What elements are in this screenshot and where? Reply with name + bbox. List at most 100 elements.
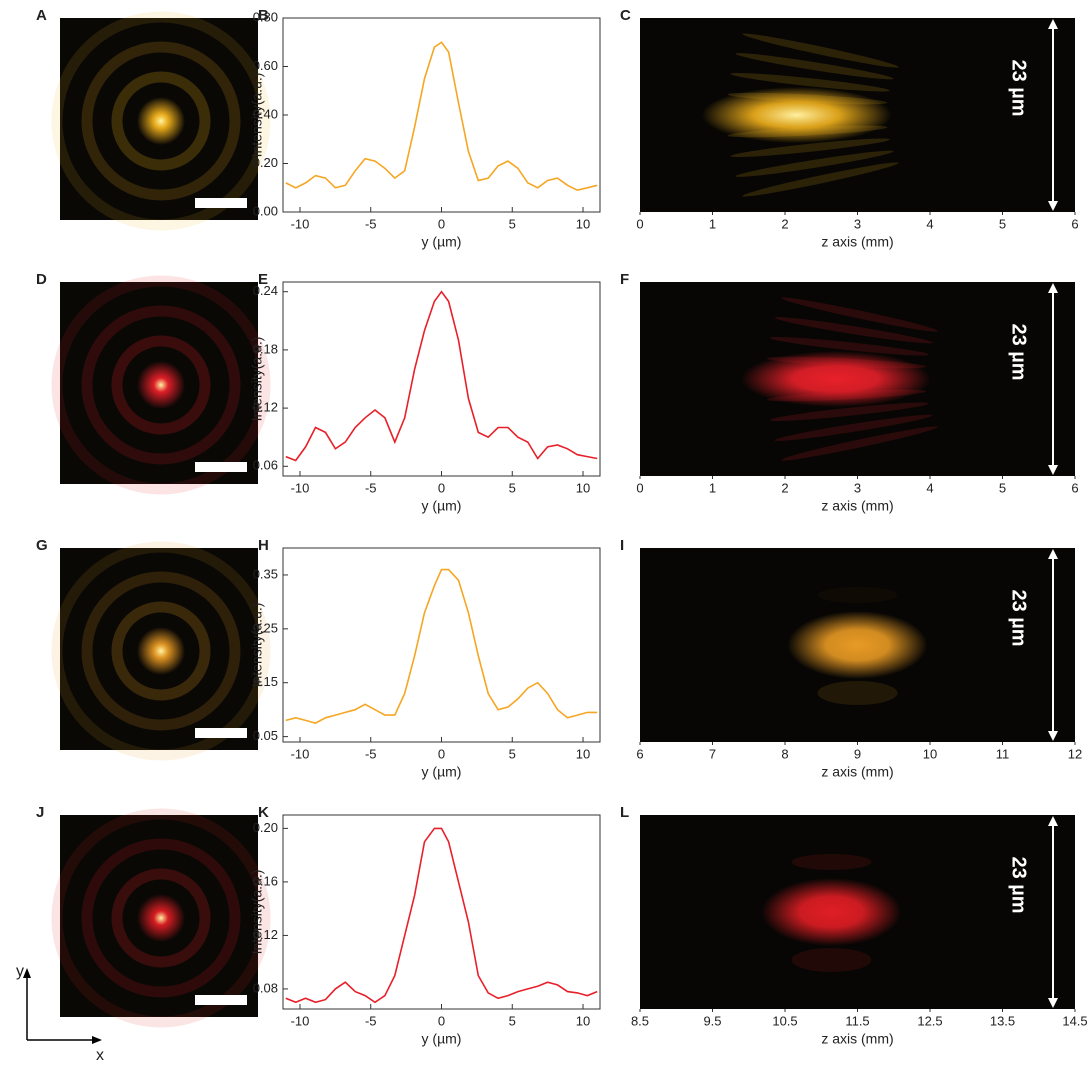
arrow-head (1048, 19, 1058, 29)
x-axis-label: y (µm) (422, 764, 462, 780)
panel-label: I (620, 537, 624, 554)
panel-label: B (258, 7, 269, 24)
central-spot (137, 97, 185, 145)
arrow-head (1048, 998, 1058, 1008)
x-tick-label: -5 (365, 746, 377, 761)
panel-label: E (258, 271, 268, 288)
x-axis-label: z axis (mm) (821, 498, 893, 514)
side-lobe (817, 587, 898, 603)
x-tick-label: 10.5 (772, 1013, 797, 1028)
arrow-head (23, 968, 31, 978)
x-tick-label: 9.5 (703, 1013, 721, 1028)
fringe (769, 402, 929, 422)
x-tick-label: 11 (996, 746, 1010, 761)
x-tick-label: 5 (509, 746, 516, 761)
y-tick-label: 0.25 (253, 620, 278, 635)
arrow-head (1048, 465, 1058, 475)
axis-indicator-label: x (96, 1047, 104, 1064)
arrow-head (1048, 731, 1058, 741)
x-axis-label: y (µm) (422, 234, 462, 250)
x-tick-label: 7 (709, 746, 716, 761)
y-axis-label: Intensity(a.u.) (249, 337, 265, 422)
x-tick-label: 1 (709, 216, 716, 231)
x-tick-label: 0 (636, 480, 643, 495)
x-tick-label: 10 (576, 1013, 590, 1028)
scale-bar (195, 995, 247, 1005)
diffraction-ring (81, 305, 241, 465)
y-tick-label: 0.40 (253, 106, 278, 121)
central-spot (137, 894, 185, 942)
x-tick-label: 3 (854, 216, 861, 231)
y-tick-label: 0.12 (253, 927, 278, 942)
fringe (781, 297, 938, 332)
x-tick-label: 4 (926, 216, 933, 231)
x-tick-label: 3 (854, 480, 861, 495)
beam-focus (701, 87, 892, 143)
x-tick-label: 11.5 (845, 1013, 869, 1028)
x-tick-label: 0 (438, 1013, 445, 1028)
x-tick-label: 0 (636, 216, 643, 231)
x-tick-label: 10 (576, 216, 590, 231)
fringe (774, 414, 933, 441)
diffraction-ring (51, 11, 271, 231)
y-axis-label: Intensity(a.u.) (249, 73, 265, 158)
side-lobe (791, 854, 872, 870)
arrow-head (1048, 549, 1058, 559)
diffraction-ring (51, 275, 271, 495)
beam-focus (787, 611, 928, 679)
scale-bar (195, 198, 247, 208)
x-tick-label: 12.5 (917, 1013, 942, 1028)
y-axis-label: Intensity(a.u.) (249, 870, 265, 955)
x-tick-label: 9 (854, 746, 861, 761)
x-tick-label: 12 (1068, 746, 1082, 761)
y-tick-label: 0.20 (253, 820, 278, 835)
x-tick-label: 14.5 (1062, 1013, 1087, 1028)
intensity-line (285, 290, 598, 462)
x-tick-label: 2 (781, 480, 788, 495)
y-tick-label: 0.15 (253, 674, 278, 689)
fringe (774, 317, 933, 344)
arrow-head (1048, 816, 1058, 826)
x-axis-label: z axis (mm) (821, 764, 893, 780)
x-tick-label: -10 (291, 1013, 310, 1028)
intensity-line (285, 41, 598, 192)
x-tick-label: 10 (576, 480, 590, 495)
diffraction-ring (51, 541, 271, 761)
fringe (742, 162, 899, 197)
scale-annotation: 23 µm (1008, 59, 1030, 116)
panel-label: K (258, 804, 269, 821)
y-tick-label: 0.20 (253, 155, 278, 170)
fringe (735, 53, 894, 80)
y-tick-label: 0.60 (253, 58, 278, 73)
plot-frame (282, 547, 601, 743)
panel-label: J (36, 804, 44, 821)
y-tick-label: 0.16 (253, 873, 278, 888)
y-tick-label: 0.18 (253, 341, 278, 356)
y-tick-label: 0.35 (253, 566, 278, 581)
x-tick-label: 5 (999, 216, 1006, 231)
y-tick-label: 0.24 (253, 283, 278, 298)
x-axis-label: y (µm) (422, 1031, 462, 1047)
panel-label: F (620, 271, 629, 288)
plot-frame (282, 281, 601, 477)
x-tick-label: 5 (509, 216, 516, 231)
x-tick-label: 10 (923, 746, 937, 761)
x-tick-label: 5 (999, 480, 1006, 495)
fringe (769, 336, 929, 356)
x-tick-label: 5 (509, 1013, 516, 1028)
central-spot (137, 361, 185, 409)
x-tick-label: 0 (438, 216, 445, 231)
axes-indicator: y x (16, 963, 104, 1064)
x-tick-label: 6 (636, 746, 643, 761)
x-tick-label: 8.5 (631, 1013, 649, 1028)
panel-label: A (36, 7, 47, 24)
intensity-line (285, 568, 598, 724)
diffraction-ring (81, 41, 241, 201)
x-axis-label: z axis (mm) (821, 1031, 893, 1047)
panel-label: C (620, 7, 631, 24)
fringe (781, 426, 938, 461)
x-tick-label: 4 (926, 480, 933, 495)
side-lobe (791, 948, 872, 972)
